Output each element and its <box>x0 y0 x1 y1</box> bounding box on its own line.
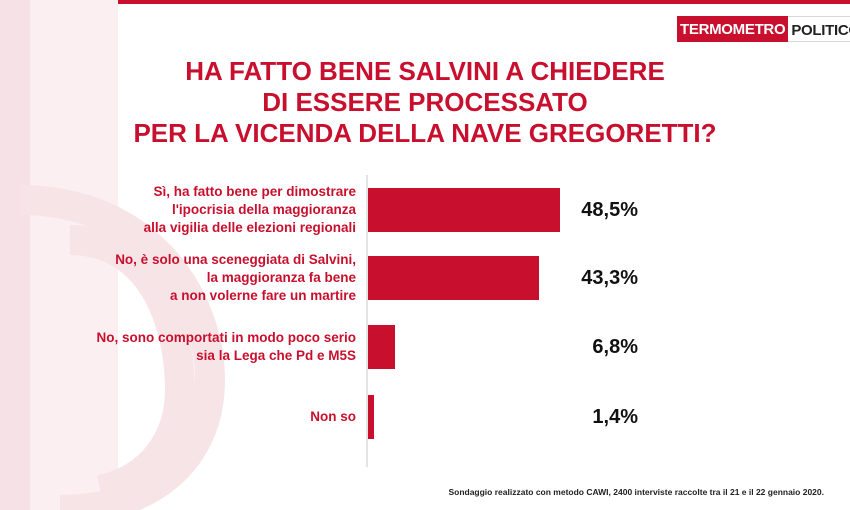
category-label-line: No, è solo una sceneggiata di Salvini, <box>115 252 356 267</box>
title-line: PER LA VICENDA DELLA NAVE GREGORETTI? <box>133 118 717 148</box>
title-line: DI ESSERE PROCESSATO <box>262 87 588 117</box>
bar <box>368 188 560 232</box>
category-label: Sì, ha fatto bene per dimostrare l'ipocri… <box>26 183 356 237</box>
category-label-line: Sì, ha fatto bene per dimostrare <box>153 184 356 199</box>
category-label-line: No, sono comportati in modo poco serio <box>96 330 356 345</box>
chart-title: HA FATTO BENE SALVINI A CHIEDERE DI ESSE… <box>60 56 790 149</box>
category-label-line: l'ipocrisia della maggioranza <box>171 202 356 217</box>
category-axis-line <box>366 175 368 467</box>
brand-logo-part1: TERMOMETRO <box>677 16 789 42</box>
survey-footnote: Sondaggio realizzato con metodo CAWI, 24… <box>448 487 824 497</box>
category-label-line: alla vigilia delle elezioni regionali <box>143 220 356 235</box>
category-label-line: la maggioranza fa bene <box>206 270 356 285</box>
top-accent-bar <box>0 0 850 4</box>
category-label-line: Non so <box>310 409 356 424</box>
bar-value-label: 43,3% <box>581 267 638 289</box>
category-label-line: a non volerne fare un martire <box>169 288 356 303</box>
bar-value-label: 6,8% <box>592 336 638 358</box>
bar <box>368 256 540 300</box>
bar <box>368 325 395 369</box>
category-label: Non so <box>26 408 356 426</box>
bar-value-label: 48,5% <box>581 199 638 221</box>
category-label-line: sia la Lega che Pd e M5S <box>196 348 356 363</box>
category-label: No, sono comportati in modo poco serio si… <box>26 329 356 365</box>
brand-logo: TERMOMETRO POLITICO <box>677 16 850 42</box>
bar-value-label: 1,4% <box>592 406 638 428</box>
title-line: HA FATTO BENE SALVINI A CHIEDERE <box>185 56 665 86</box>
bar <box>368 395 374 439</box>
category-label: No, è solo una sceneggiata di Salvini, la… <box>26 251 356 305</box>
brand-logo-part2: POLITICO <box>788 16 850 42</box>
